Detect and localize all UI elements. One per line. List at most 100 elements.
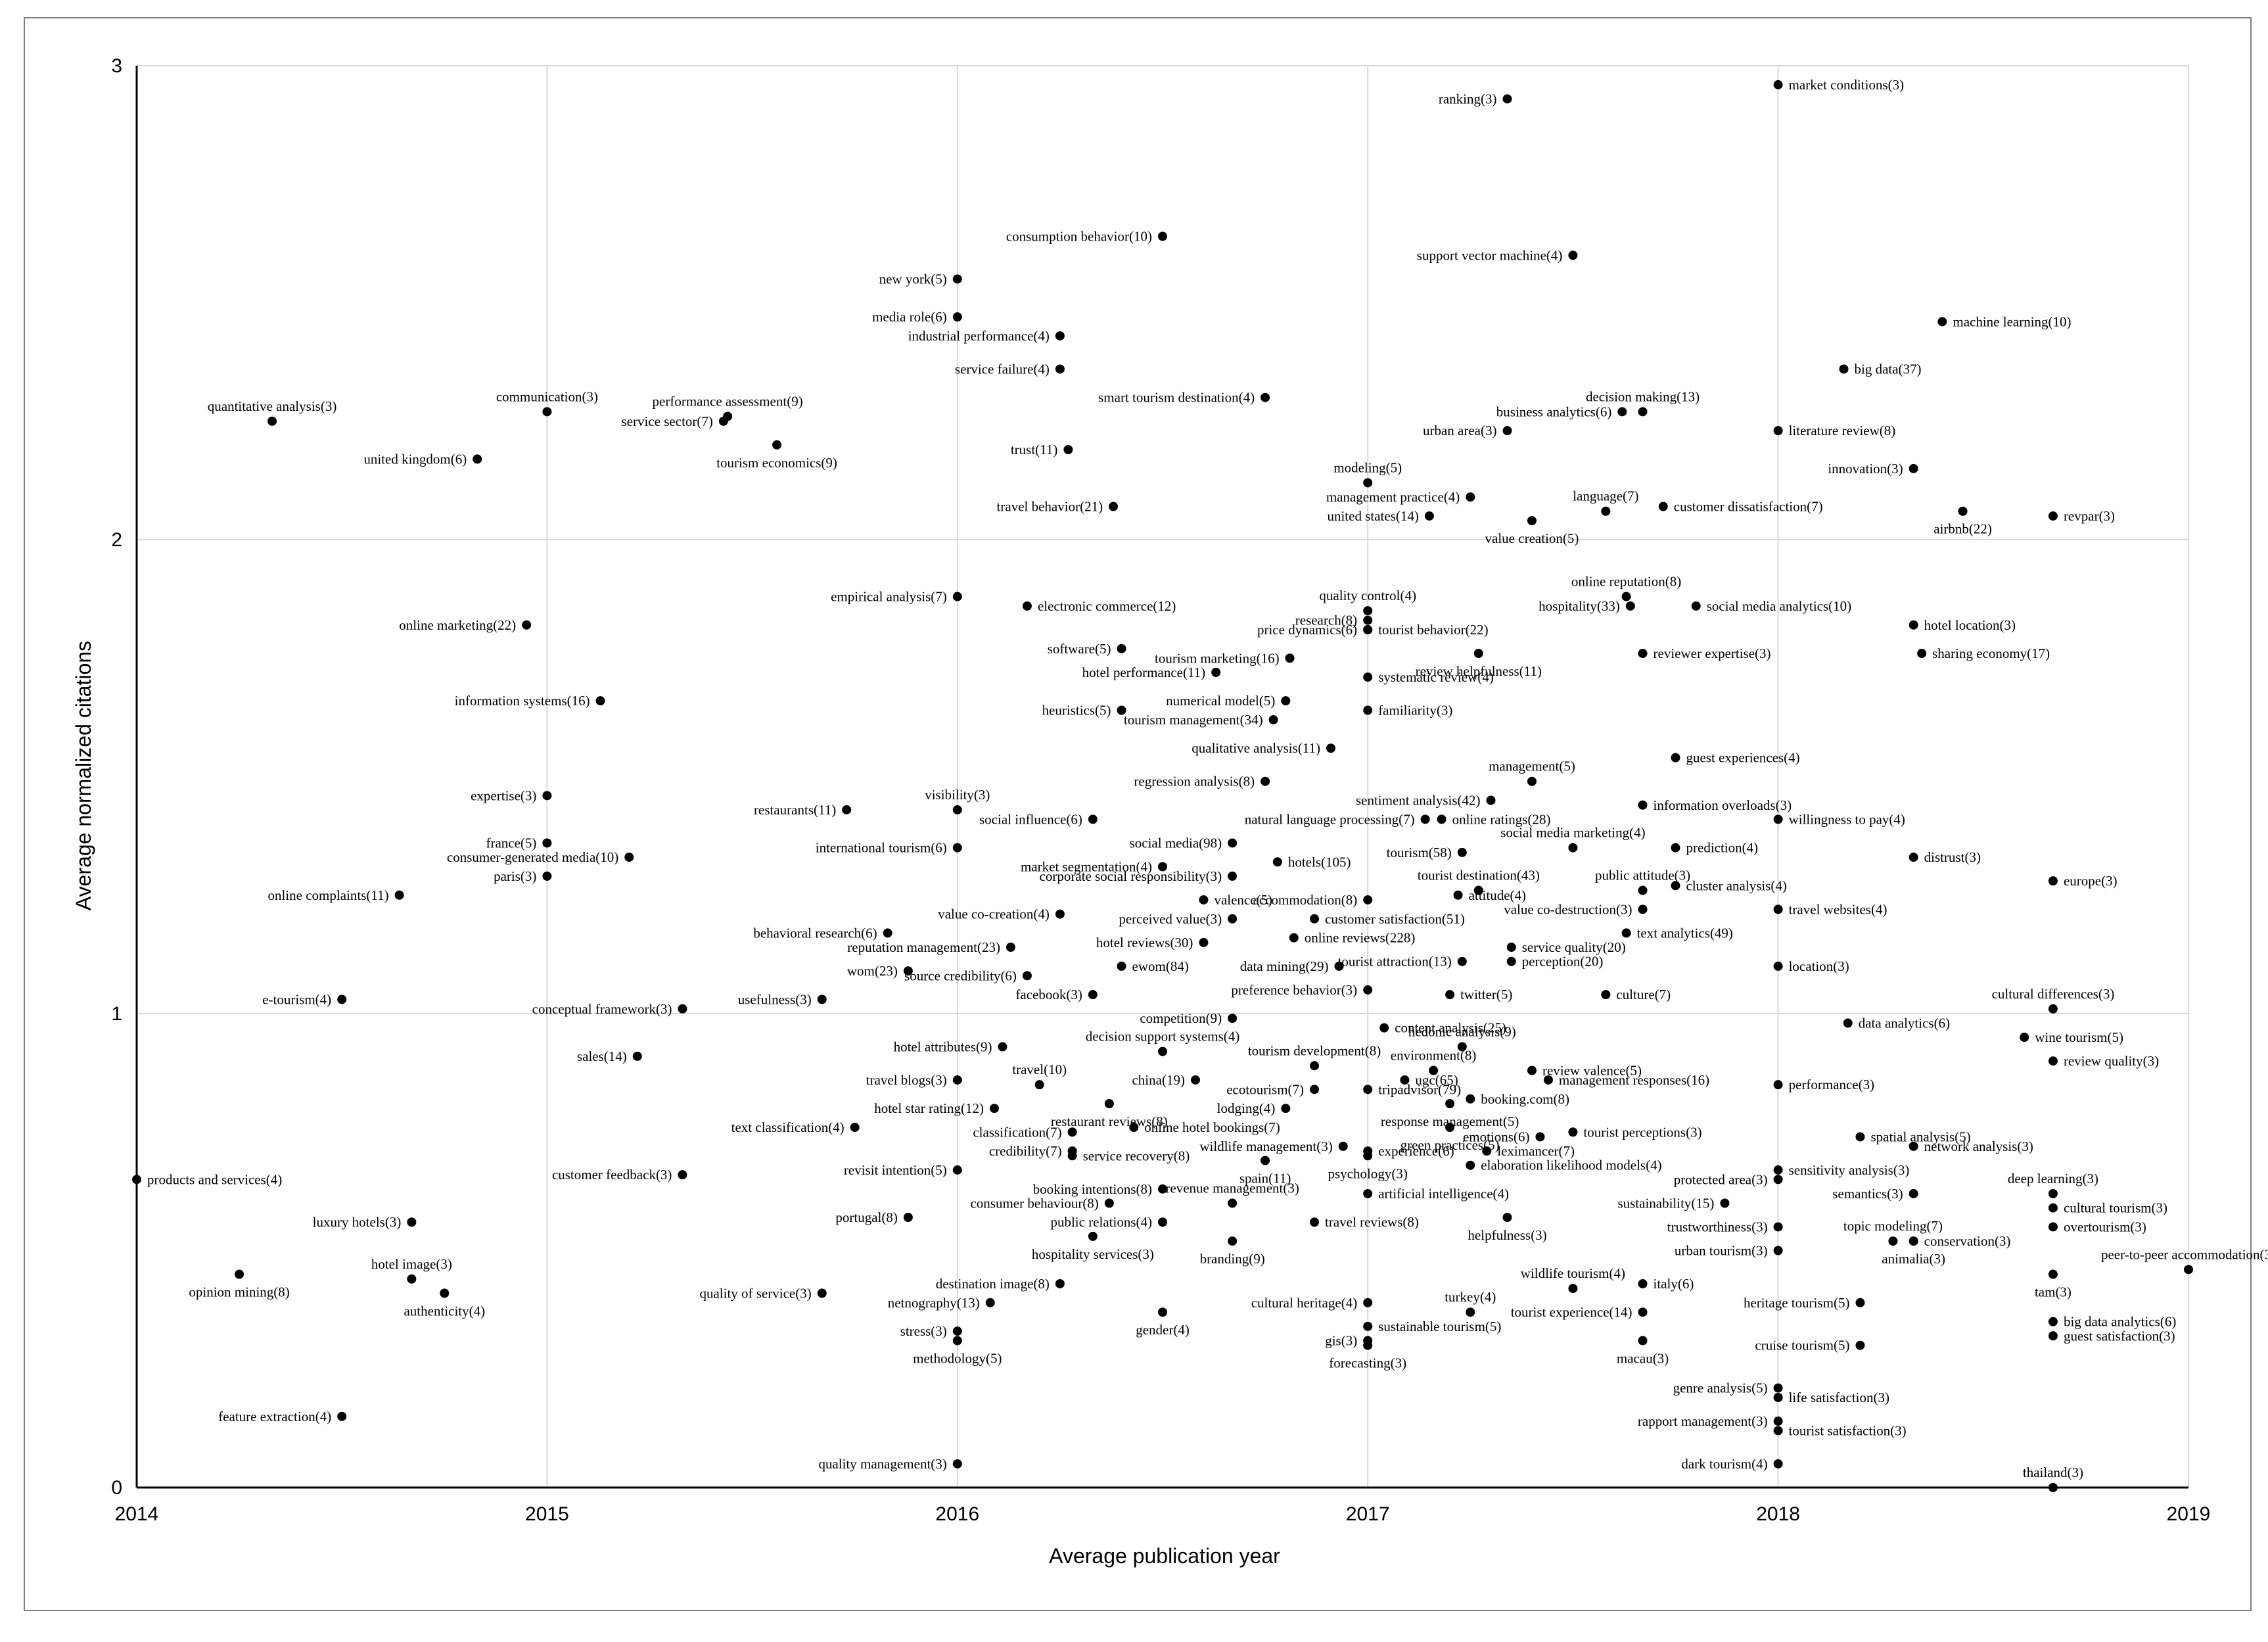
data-point-label: decision making(13) — [1586, 388, 1700, 404]
chart-frame — [24, 17, 2252, 1611]
data-point — [1502, 94, 1512, 104]
data-point — [1671, 753, 1680, 762]
data-point-label: sentiment analysis(42) — [1356, 793, 1481, 809]
data-point — [1506, 943, 1516, 952]
data-point-label: quality of service(3) — [699, 1285, 811, 1301]
data-point-label: forecasting(3) — [1329, 1355, 1406, 1371]
data-point — [1917, 649, 1927, 659]
data-point — [1363, 1151, 1373, 1161]
data-point-label: gis(3) — [1325, 1332, 1357, 1348]
data-point-label: data analytics(6) — [1859, 1015, 1950, 1031]
data-point — [1363, 1321, 1373, 1331]
data-point — [1568, 1127, 1578, 1137]
data-point — [595, 696, 605, 706]
data-point — [1310, 1085, 1320, 1094]
data-point-label: life satisfaction(3) — [1789, 1390, 1889, 1405]
data-point-label: language(7) — [1573, 488, 1638, 504]
data-point-label: corporate social responsibility(3) — [1040, 868, 1222, 884]
data-point — [407, 1217, 417, 1227]
data-point — [2048, 1056, 2058, 1066]
data-point — [1088, 1231, 1098, 1241]
data-point-label: visibility(3) — [925, 787, 990, 803]
data-point — [1486, 795, 1496, 805]
data-point — [952, 1075, 962, 1085]
data-point — [1228, 1198, 1238, 1208]
data-point-label: netnography(13) — [888, 1295, 980, 1311]
data-point-label: deep learning(3) — [2008, 1171, 2098, 1186]
data-point-label: review helpfulness(11) — [1416, 663, 1542, 679]
x-tick-label: 2019 — [2167, 1503, 2211, 1525]
data-point-label: regression analysis(8) — [1134, 774, 1255, 789]
data-point — [1638, 904, 1648, 914]
data-point — [1117, 705, 1126, 715]
data-point — [952, 1326, 962, 1336]
data-point-label: natural language processing(7) — [1245, 811, 1415, 827]
data-point — [1843, 1018, 1853, 1028]
x-axis-label: Average publication year — [1049, 1544, 1280, 1568]
data-point-label: smart tourism destination(4) — [1098, 390, 1255, 406]
data-point-label: hotel image(3) — [371, 1256, 452, 1272]
data-point — [1473, 885, 1483, 895]
data-point — [883, 928, 892, 938]
data-point — [1158, 1217, 1167, 1227]
data-point-label: wine tourism(5) — [2035, 1029, 2123, 1045]
data-point-label: sustainability(15) — [1617, 1195, 1714, 1211]
data-point-label: destination image(8) — [936, 1276, 1050, 1292]
data-point — [1466, 1160, 1475, 1170]
data-point — [1211, 667, 1221, 677]
data-point — [1445, 1123, 1455, 1133]
data-point-label: restaurants(11) — [754, 802, 836, 818]
data-point-label: gender(4) — [1136, 1322, 1190, 1338]
data-point — [440, 1288, 450, 1298]
data-point-label: innovation(3) — [1828, 461, 1903, 477]
data-point-label: review quality(3) — [2064, 1053, 2159, 1069]
data-point-label: quality control(4) — [1319, 588, 1416, 603]
data-point-label: protected area(3) — [1674, 1171, 1768, 1187]
data-point — [1909, 1188, 1918, 1198]
data-point-label: rapport management(3) — [1638, 1413, 1768, 1429]
data-point — [407, 1274, 417, 1284]
data-point — [1228, 838, 1238, 848]
data-point — [1055, 1278, 1065, 1288]
data-point-label: urban tourism(3) — [1675, 1243, 1768, 1259]
data-point — [1773, 1246, 1783, 1255]
data-point-label: quantitative analysis(3) — [208, 398, 337, 414]
data-point — [1158, 862, 1167, 872]
data-point — [1310, 1061, 1320, 1071]
data-point — [952, 1165, 962, 1175]
data-point — [952, 1336, 962, 1346]
data-point — [1466, 1307, 1475, 1317]
data-point — [1773, 1426, 1783, 1436]
data-point-label: tourist attraction(13) — [1338, 954, 1452, 970]
data-point-label: prediction(4) — [1686, 840, 1759, 856]
data-point-label: green practices(5) — [1400, 1137, 1500, 1153]
data-point-label: reviewer expertise(3) — [1654, 645, 1771, 661]
data-point — [394, 890, 404, 900]
data-point — [1773, 1383, 1783, 1393]
data-point — [842, 805, 852, 814]
data-point — [1104, 1098, 1114, 1108]
data-point-label: value creation(5) — [1485, 530, 1579, 546]
data-point-label: emotions(6) — [1463, 1129, 1529, 1144]
data-point — [1055, 909, 1065, 919]
data-point — [2048, 1203, 2058, 1213]
data-point-label: psychology(3) — [1328, 1165, 1408, 1181]
data-point-label: behavioral research(6) — [753, 925, 877, 941]
data-point-label: travel reviews(8) — [1325, 1214, 1419, 1230]
data-point — [2048, 1188, 2058, 1198]
data-point-label: value co-destruction(3) — [1504, 901, 1632, 917]
y-tick-label: 2 — [111, 529, 122, 551]
data-point-label: cluster analysis(4) — [1686, 878, 1787, 893]
data-point-label: twitter(5) — [1460, 987, 1512, 1002]
data-point-label: tourist satisfaction(3) — [1789, 1422, 1907, 1438]
data-point-label: wildlife tourism(4) — [1521, 1265, 1625, 1281]
data-point — [985, 1298, 995, 1307]
data-point — [1527, 1066, 1537, 1075]
data-point — [952, 805, 962, 814]
data-point-label: consumer-generated media(10) — [447, 849, 618, 865]
data-point — [1773, 814, 1783, 824]
data-point — [1261, 392, 1270, 402]
data-point — [1228, 871, 1238, 881]
data-point — [1638, 649, 1648, 659]
data-point-label: service quality(20) — [1522, 939, 1626, 955]
